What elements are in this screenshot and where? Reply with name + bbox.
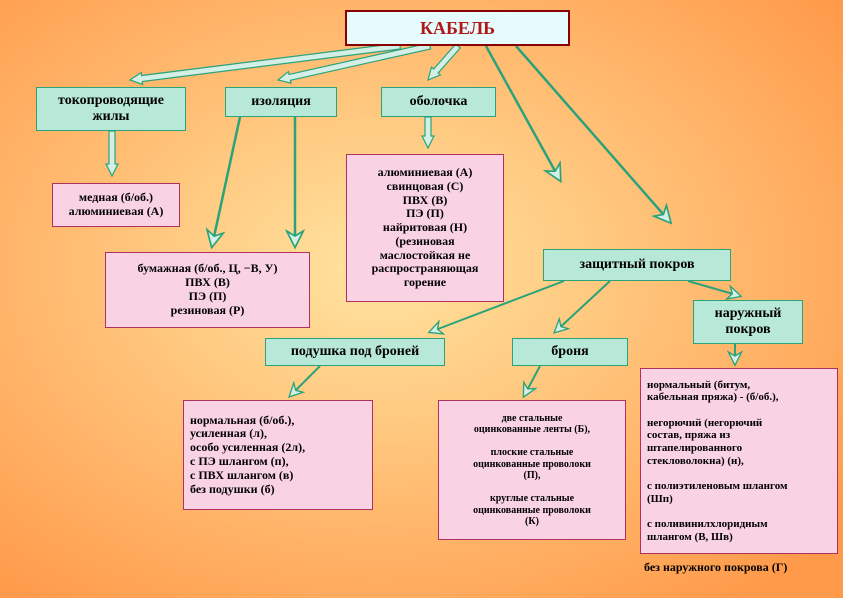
connector-arrow xyxy=(290,366,320,396)
node-protect-label: защитный покров xyxy=(579,257,694,273)
node-armor-label: броня xyxy=(551,344,588,360)
node-protect: защитный покров xyxy=(543,249,731,281)
node-armor: броня xyxy=(512,338,628,366)
node-outer_list-label: нормальный (битум, кабельная пряжа) - (б… xyxy=(647,379,788,543)
node-cushion-label: подушка под броней xyxy=(291,344,419,360)
node-outer_list: нормальный (битум, кабельная пряжа) - (б… xyxy=(640,368,838,554)
node-sheath: оболочка xyxy=(381,87,496,117)
connector-arrow xyxy=(428,44,460,80)
node-outer-label: наружный покров xyxy=(715,306,782,338)
node-cores_mat: медная (б/об.) алюминиевая (А) xyxy=(52,183,180,227)
node-sheath-label: оболочка xyxy=(410,94,468,110)
connector-arrow xyxy=(688,281,740,296)
diagram-stage: КАБЕЛЬ токопроводящие жилы изоляция оболочк… xyxy=(0,0,843,598)
note-no-outer-cover: без наружного покрова (Г) xyxy=(644,560,787,575)
connector-arrow xyxy=(555,281,610,332)
connector-arrow xyxy=(130,43,400,84)
node-cores_mat-label: медная (б/об.) алюминиевая (А) xyxy=(69,191,164,219)
node-cores: токопроводящие жилы xyxy=(36,87,186,131)
node-armor_list-label: две стальные оцинкованные ленты (Б), пло… xyxy=(473,413,591,528)
node-cushion_list: нормальная (б/об.), усиленная (л), особо… xyxy=(183,400,373,510)
connector-arrow xyxy=(524,366,540,396)
connector-arrow xyxy=(422,117,434,148)
node-insul_mat-label: бумажная (б/об., Ц, −В, У) ПВХ (В) ПЭ (П… xyxy=(138,262,278,317)
connector-arrow xyxy=(278,43,431,83)
connector-arrow xyxy=(106,131,118,176)
node-outer: наружный покров xyxy=(693,300,803,344)
connector-arrow xyxy=(516,46,670,222)
node-title-label: КАБЕЛЬ xyxy=(420,18,495,39)
node-sheath_mat-label: алюминиевая (А) свинцовая (С) ПВХ (В) ПЭ… xyxy=(372,166,479,290)
node-insul-label: изоляция xyxy=(251,94,311,110)
node-armor_list: две стальные оцинкованные ленты (Б), пло… xyxy=(438,400,626,540)
node-insul_mat: бумажная (б/об., Ц, −В, У) ПВХ (В) ПЭ (П… xyxy=(105,252,310,328)
node-insul: изоляция xyxy=(225,87,337,117)
node-sheath_mat: алюминиевая (А) свинцовая (С) ПВХ (В) ПЭ… xyxy=(346,154,504,302)
connector-arrow xyxy=(212,117,240,246)
node-cores-label: токопроводящие жилы xyxy=(58,93,164,125)
node-title: КАБЕЛЬ xyxy=(345,10,570,46)
node-cushion: подушка под броней xyxy=(265,338,445,366)
node-cushion_list-label: нормальная (б/об.), усиленная (л), особо… xyxy=(190,414,305,497)
